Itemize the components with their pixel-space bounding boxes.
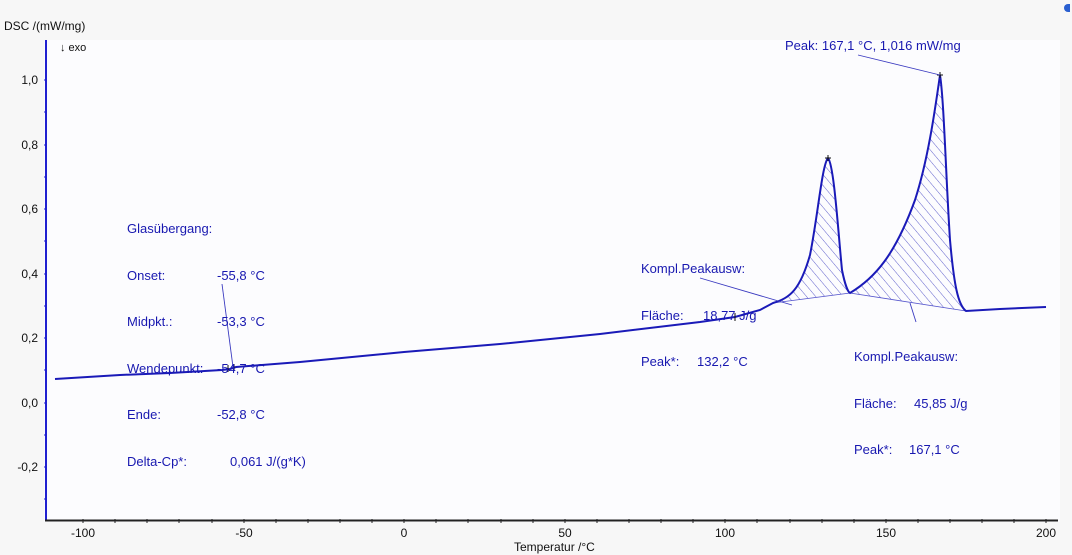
x-tick-label: -100 (70, 526, 96, 540)
annotation-label: Onset: (127, 267, 166, 283)
annotation-value: -55,8 °C (217, 267, 265, 283)
y-tick-label: 0,2 (21, 331, 38, 345)
glass-transition-annotation: Glasübergang: Onset: -55,8 °C Midpkt.: -53… (127, 190, 306, 485)
corner-indicator-icon (1064, 4, 1070, 12)
annotation-label: Wendepunkt: (127, 360, 204, 376)
x-tick-label: -50 (235, 526, 253, 540)
annotation-value: 167,1 °C (909, 442, 960, 457)
y-tick-label: 0,4 (21, 267, 38, 281)
annotation-value: 45,85 J/g (914, 395, 968, 411)
x-axis-ticks (82, 519, 1047, 523)
annotation-label: Fläche: (641, 307, 684, 323)
y-tick-label: 0,6 (21, 202, 38, 216)
y-tick-label: 0,0 (21, 396, 38, 410)
exo-indicator: ↓ exo (60, 42, 87, 54)
annotation-label: Peak*: (641, 354, 680, 369)
annotation-value: 0,061 J/(g*K) (230, 453, 306, 469)
x-tick-label: 50 (558, 526, 572, 540)
annotation-title: Kompl.Peakausw: (854, 349, 959, 364)
y-tick-label: -0,2 (17, 460, 38, 474)
peak-label: Peak: 167,1 °C, 1,016 mW/mg (785, 38, 961, 53)
x-tick-label: 150 (875, 526, 897, 540)
dsc-curve (54, 74, 1047, 380)
annotation-label: Ende: (127, 407, 161, 422)
annotation-label: Fläche: (854, 395, 897, 411)
x-tick-label: 0 (400, 526, 408, 540)
x-tick-label: 100 (714, 526, 736, 540)
annotation-label: Midpkt.: (127, 314, 173, 329)
annotation-title: Kompl.Peakausw: (641, 261, 746, 276)
y-axis-ticks (44, 79, 47, 500)
y-tick-label: 1,0 (21, 73, 38, 87)
annotation-label: Delta-Cp*: (127, 453, 187, 469)
annotation-value: 18,77 J/g (703, 307, 757, 323)
peak1-annotation: Kompl.Peakausw: Fläche: 18,77 J/g Peak*: 1… (641, 230, 757, 385)
annotation-value: -54,7 °C (217, 360, 265, 376)
annotation-value: -53,3 °C (217, 314, 265, 329)
peak2-annotation: Kompl.Peakausw: Fläche: 45,85 J/g Peak*: 1… (854, 318, 968, 473)
annotation-leaders (221, 54, 941, 368)
annotation-value: -52,8 °C (217, 407, 265, 422)
annotation-label: Peak*: (854, 442, 893, 457)
y-axis-title: DSC /(mW/mg) (4, 19, 86, 33)
peak2-area (848, 74, 967, 312)
annotation-title: Glasübergang: (127, 221, 213, 236)
annotation-value: 132,2 °C (697, 354, 748, 369)
x-tick-label: 200 (1035, 526, 1057, 540)
y-tick-label: 0,8 (21, 138, 38, 152)
x-axis-title: Temperatur /°C (514, 540, 595, 554)
